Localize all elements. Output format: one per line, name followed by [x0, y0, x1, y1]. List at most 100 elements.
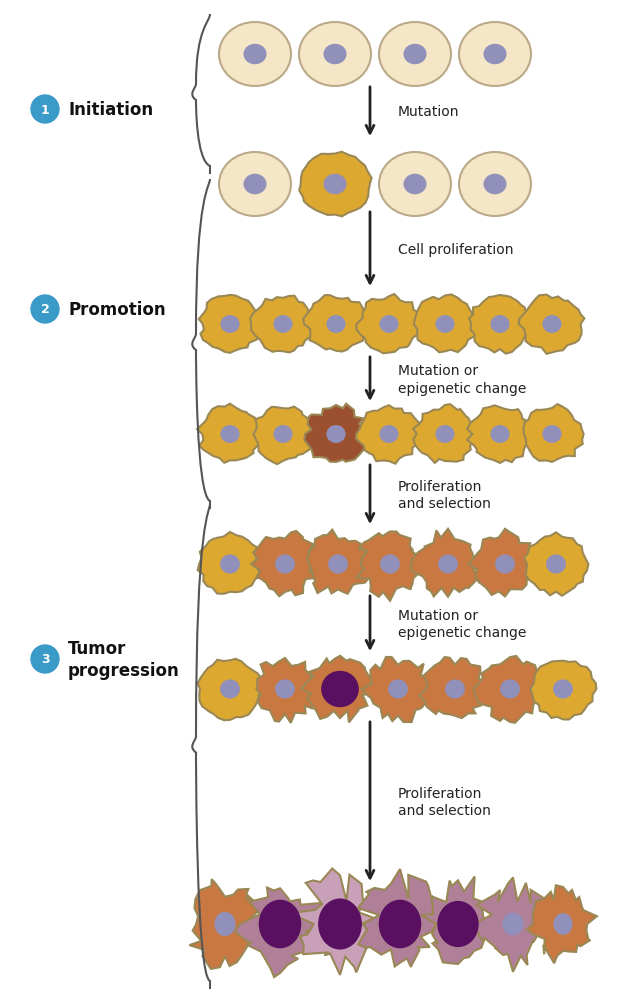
Polygon shape: [197, 659, 261, 720]
Polygon shape: [356, 295, 422, 354]
Ellipse shape: [403, 175, 426, 195]
Polygon shape: [254, 407, 316, 464]
Polygon shape: [199, 296, 262, 353]
Ellipse shape: [445, 680, 465, 699]
Ellipse shape: [484, 45, 507, 65]
Polygon shape: [256, 658, 318, 723]
Ellipse shape: [219, 23, 291, 87]
Ellipse shape: [435, 316, 454, 334]
Ellipse shape: [275, 555, 295, 574]
Ellipse shape: [379, 900, 421, 949]
Polygon shape: [356, 532, 422, 601]
Text: Mutation or
epigenetic change: Mutation or epigenetic change: [398, 608, 527, 640]
Ellipse shape: [215, 912, 236, 936]
Ellipse shape: [553, 680, 573, 699]
Polygon shape: [302, 656, 376, 722]
Ellipse shape: [403, 45, 426, 65]
Polygon shape: [467, 406, 530, 463]
Polygon shape: [304, 296, 367, 352]
Polygon shape: [468, 530, 541, 597]
Ellipse shape: [220, 425, 240, 443]
Polygon shape: [290, 869, 383, 975]
Ellipse shape: [437, 901, 479, 947]
Polygon shape: [356, 406, 420, 464]
Ellipse shape: [299, 23, 371, 87]
Ellipse shape: [273, 425, 293, 443]
Ellipse shape: [484, 175, 507, 195]
Ellipse shape: [490, 316, 509, 334]
Ellipse shape: [243, 45, 266, 65]
Ellipse shape: [379, 152, 451, 217]
Text: Mutation: Mutation: [398, 105, 459, 119]
Circle shape: [31, 96, 59, 124]
Polygon shape: [362, 657, 434, 722]
Polygon shape: [419, 657, 491, 718]
Polygon shape: [299, 152, 371, 217]
Ellipse shape: [380, 425, 399, 443]
Ellipse shape: [323, 175, 346, 195]
Polygon shape: [358, 870, 444, 967]
Ellipse shape: [379, 23, 451, 87]
Ellipse shape: [459, 152, 531, 217]
Ellipse shape: [459, 23, 531, 87]
Ellipse shape: [318, 899, 362, 950]
Ellipse shape: [502, 913, 523, 936]
Ellipse shape: [220, 680, 240, 699]
Text: Promotion: Promotion: [68, 301, 166, 319]
Polygon shape: [421, 877, 493, 964]
Polygon shape: [251, 532, 316, 597]
Ellipse shape: [435, 425, 454, 443]
Ellipse shape: [500, 680, 520, 699]
Circle shape: [31, 645, 59, 673]
Ellipse shape: [388, 680, 408, 699]
Ellipse shape: [380, 555, 400, 574]
Ellipse shape: [495, 555, 515, 574]
Ellipse shape: [273, 316, 293, 334]
Ellipse shape: [380, 316, 399, 334]
Ellipse shape: [328, 555, 348, 574]
Ellipse shape: [220, 555, 240, 574]
Ellipse shape: [321, 671, 359, 707]
Text: 1: 1: [41, 103, 49, 116]
Ellipse shape: [543, 316, 562, 334]
Text: Tumor
progression: Tumor progression: [68, 639, 180, 679]
Text: 3: 3: [41, 653, 49, 666]
Ellipse shape: [327, 316, 346, 334]
Ellipse shape: [243, 175, 266, 195]
Polygon shape: [235, 888, 325, 977]
Text: Proliferation
and selection: Proliferation and selection: [398, 785, 491, 817]
Ellipse shape: [259, 900, 301, 949]
Circle shape: [31, 296, 59, 324]
Polygon shape: [304, 404, 370, 462]
Polygon shape: [414, 295, 479, 353]
Polygon shape: [527, 886, 597, 963]
Ellipse shape: [543, 425, 562, 443]
Polygon shape: [413, 405, 477, 463]
Polygon shape: [523, 404, 583, 462]
Polygon shape: [197, 533, 261, 594]
Text: Initiation: Initiation: [68, 101, 153, 119]
Polygon shape: [307, 530, 374, 594]
Ellipse shape: [438, 555, 458, 574]
Ellipse shape: [323, 45, 346, 65]
Ellipse shape: [546, 555, 566, 574]
Polygon shape: [469, 296, 533, 354]
Text: Cell proliferation: Cell proliferation: [398, 243, 514, 257]
Polygon shape: [189, 880, 265, 969]
Polygon shape: [197, 404, 261, 463]
Ellipse shape: [275, 680, 295, 699]
Ellipse shape: [220, 316, 240, 334]
Ellipse shape: [327, 425, 346, 443]
Polygon shape: [524, 533, 589, 596]
Polygon shape: [474, 878, 551, 972]
Polygon shape: [250, 297, 312, 353]
Ellipse shape: [219, 152, 291, 217]
Polygon shape: [473, 656, 546, 723]
Text: 2: 2: [41, 303, 49, 316]
Ellipse shape: [490, 425, 509, 443]
Ellipse shape: [553, 913, 573, 935]
Polygon shape: [530, 661, 596, 720]
Polygon shape: [519, 295, 585, 354]
Text: Proliferation
and selection: Proliferation and selection: [398, 479, 491, 511]
Polygon shape: [411, 530, 484, 597]
